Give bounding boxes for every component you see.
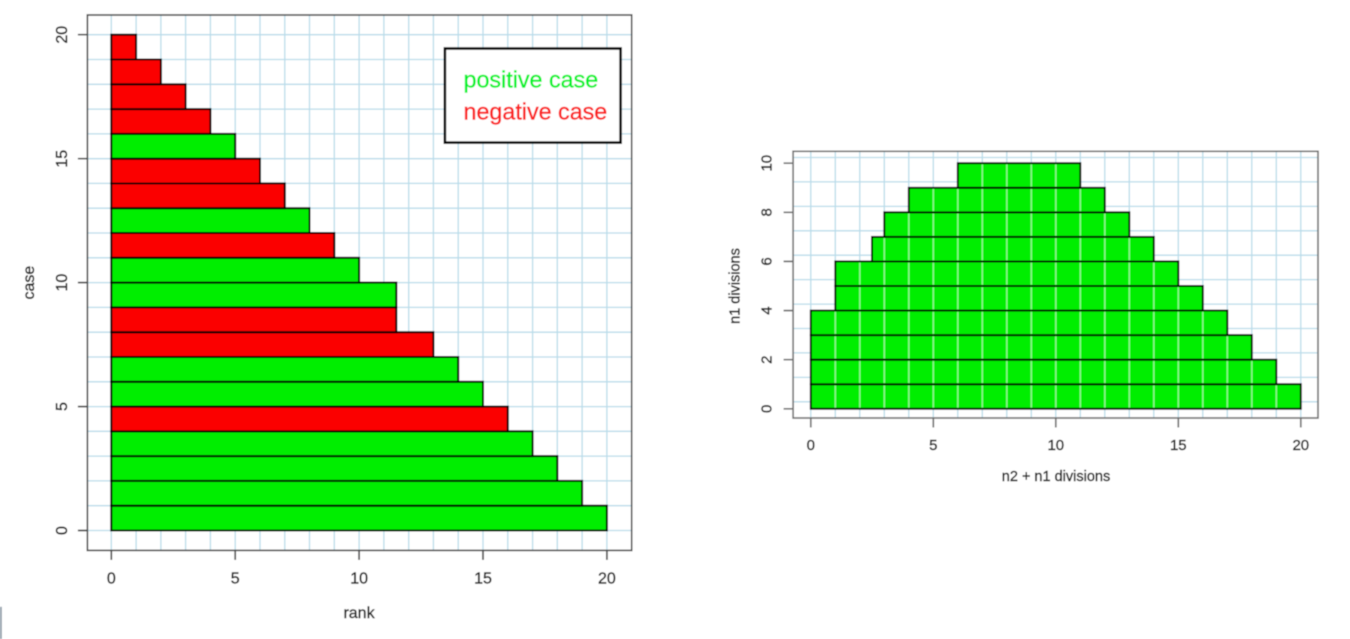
svg-text:0: 0 bbox=[107, 570, 116, 587]
svg-text:0: 0 bbox=[54, 526, 71, 535]
svg-text:10: 10 bbox=[54, 274, 71, 292]
svg-text:5: 5 bbox=[231, 570, 240, 587]
svg-text:20: 20 bbox=[1292, 437, 1309, 454]
svg-text:20: 20 bbox=[54, 26, 71, 44]
svg-text:0: 0 bbox=[759, 405, 776, 413]
svg-text:15: 15 bbox=[474, 570, 492, 587]
svg-text:4: 4 bbox=[759, 306, 776, 314]
svg-text:negative case: negative case bbox=[464, 99, 608, 125]
svg-text:5: 5 bbox=[54, 402, 71, 411]
svg-text:0: 0 bbox=[807, 437, 815, 454]
svg-text:8: 8 bbox=[759, 208, 776, 216]
svg-text:5: 5 bbox=[929, 437, 937, 454]
svg-text:6: 6 bbox=[759, 257, 776, 265]
svg-text:2: 2 bbox=[759, 356, 776, 364]
svg-text:15: 15 bbox=[54, 150, 71, 168]
svg-text:n1 divisions: n1 divisions bbox=[728, 248, 744, 324]
svg-text:n2 + n1 divisions: n2 + n1 divisions bbox=[1002, 469, 1110, 485]
svg-text:rank: rank bbox=[343, 605, 375, 622]
svg-text:20: 20 bbox=[598, 570, 616, 587]
svg-text:15: 15 bbox=[1170, 437, 1187, 454]
svg-text:case: case bbox=[21, 266, 38, 300]
svg-text:10: 10 bbox=[350, 570, 368, 587]
svg-text:10: 10 bbox=[1047, 437, 1064, 454]
svg-text:positive case: positive case bbox=[464, 67, 599, 93]
svg-text:10: 10 bbox=[759, 155, 776, 172]
